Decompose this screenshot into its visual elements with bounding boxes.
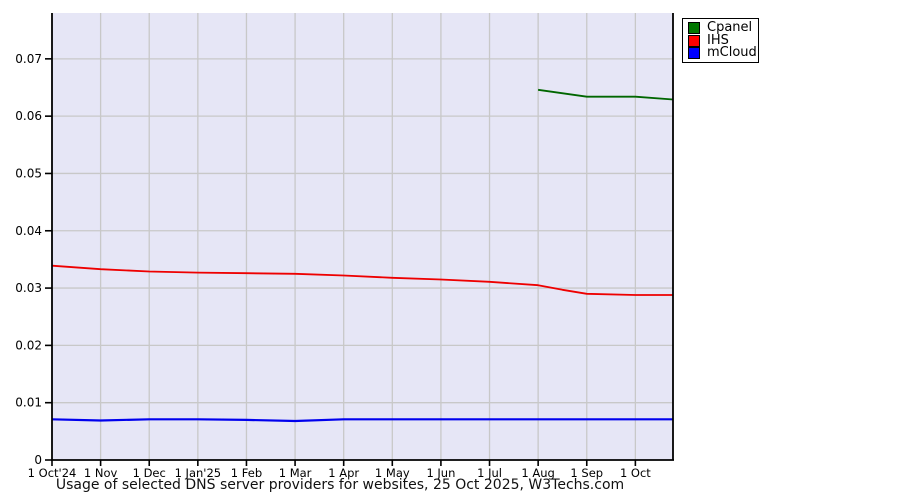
y-tick-label: 0.07	[15, 52, 42, 66]
x-tick-label: 1 Oct'24	[28, 466, 77, 480]
x-tick-label: 1 Apr	[328, 466, 359, 480]
legend-label-mcloud: mCloud	[707, 45, 757, 60]
legend-item-cpanel: Cpanel	[688, 20, 754, 35]
y-tick-label: 0.06	[15, 109, 42, 123]
legend: Cpanel IHS mCloud	[682, 18, 759, 63]
legend-swatch-cpanel-icon	[688, 22, 700, 34]
x-tick-label: 1 Feb	[231, 466, 262, 480]
series-line-mcloud	[51, 418, 673, 423]
legend-label-cpanel: Cpanel	[707, 20, 753, 35]
tick-marks	[45, 58, 637, 466]
legend-swatch-ihs-icon	[688, 34, 700, 47]
y-tick-label: 0.04	[15, 224, 42, 238]
y-axis-labels: 0.07 0.06 0.05 0.04 0.03 0.02 0.01 0	[15, 52, 42, 467]
x-tick-label: 1 Mar	[279, 466, 312, 480]
x-tick-label: 1 Jul	[477, 466, 502, 480]
x-tick-label: 1 Nov	[84, 466, 118, 480]
series-line-ihs	[51, 264, 673, 296]
x-axis-labels: 1 Oct'24 1 Nov 1 Dec 1 Jan'25 1 Feb 1 Mar 1 Ap…	[28, 466, 652, 480]
x-tick-label: 1 Sep	[570, 466, 603, 480]
series-line-cpanel	[537, 88, 674, 101]
x-tick-label: 1 Dec	[133, 466, 166, 480]
legend-item-ihs: IHS	[688, 32, 754, 48]
y-tick-label: 0.02	[15, 338, 42, 352]
legend-swatch-mcloud-icon	[688, 47, 700, 59]
legend-label-ihs: IHS	[707, 32, 729, 48]
plot-area	[52, 13, 673, 460]
x-tick-label: 1 Oct	[620, 466, 651, 480]
y-tick-label: 0.05	[15, 166, 42, 180]
x-tick-label: 1 Jan'25	[175, 466, 222, 480]
chart-title: Usage of selected DNS server providers f…	[55, 477, 625, 493]
y-tick-label: 0.03	[15, 281, 42, 295]
x-tick-label: 1 May	[375, 466, 410, 480]
y-tick-label: 0	[34, 453, 42, 467]
axes	[51, 13, 674, 461]
x-tick-label: 1 Aug	[521, 466, 554, 480]
y-tick-label: 0.01	[15, 396, 42, 410]
legend-item-mcloud: mCloud	[688, 45, 757, 60]
x-tick-label: 1 Jun	[426, 466, 455, 480]
gridlines	[52, 13, 673, 460]
